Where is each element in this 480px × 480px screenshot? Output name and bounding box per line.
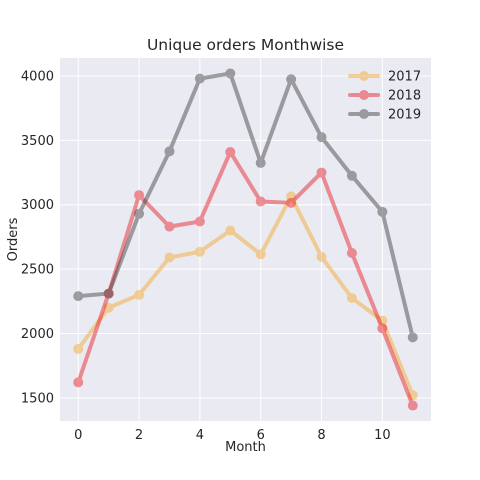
- data-point: [255, 196, 266, 207]
- data-point: [407, 390, 418, 401]
- data-point: [73, 343, 84, 354]
- y-tick-label: 1500: [21, 391, 54, 406]
- x-tick-label: 10: [374, 428, 391, 443]
- data-point: [73, 377, 84, 388]
- series-line: [76, 194, 415, 398]
- data-point: [346, 293, 357, 304]
- data-point: [346, 170, 357, 181]
- data-point: [103, 302, 114, 313]
- data-point: [164, 252, 175, 263]
- data-point: [164, 221, 175, 232]
- x-tick-label: 4: [196, 428, 204, 443]
- data-point: [103, 288, 114, 299]
- legend-swatch: [348, 109, 380, 119]
- y-tick-label: 2000: [21, 327, 54, 342]
- y-tick-label: 2500: [21, 263, 54, 278]
- data-point: [377, 315, 388, 326]
- data-point: [377, 206, 388, 217]
- data-point: [286, 74, 297, 85]
- data-point: [194, 216, 205, 227]
- data-point: [225, 146, 236, 157]
- legend-swatch: [348, 90, 380, 100]
- legend-item: 2017: [348, 70, 421, 85]
- legend-label: 2018: [388, 89, 421, 104]
- data-point: [164, 146, 175, 157]
- data-point: [225, 225, 236, 236]
- data-point: [286, 197, 297, 208]
- series-2017: [73, 191, 418, 401]
- data-point: [316, 251, 327, 262]
- data-point: [134, 289, 145, 300]
- data-point: [407, 332, 418, 343]
- series-line: [76, 71, 415, 340]
- x-tick-label: 6: [257, 428, 265, 443]
- y-tick-label: 4000: [21, 70, 54, 85]
- data-point: [346, 248, 357, 259]
- legend: 2017 2018 2019: [348, 70, 421, 123]
- plot-background: [60, 58, 431, 421]
- data-point: [316, 132, 327, 143]
- legend-label: 2017: [388, 70, 421, 85]
- x-tick-label: 2: [135, 428, 143, 443]
- data-point: [194, 246, 205, 257]
- legend-swatch: [348, 71, 380, 81]
- data-point: [103, 288, 114, 299]
- series-line: [76, 149, 415, 408]
- data-point: [377, 323, 388, 334]
- x-tick-label: 8: [317, 428, 325, 443]
- y-tick-label: 3500: [21, 134, 54, 149]
- x-axis-label: Month: [225, 440, 266, 455]
- data-point: [255, 249, 266, 260]
- y-axis-label: Orders: [6, 217, 21, 261]
- legend-item: 2018: [348, 89, 421, 104]
- data-point: [225, 68, 236, 79]
- x-tick-label: 0: [74, 428, 82, 443]
- data-point: [134, 190, 145, 201]
- data-point: [316, 167, 327, 178]
- data-point: [134, 208, 145, 219]
- tick-labels: 0 2 4 6 8 10 1500 2000 2500 3000 3500 4000: [21, 70, 391, 443]
- data-point: [286, 191, 297, 202]
- y-tick-label: 3000: [21, 198, 54, 213]
- data-point: [194, 73, 205, 84]
- series-2018: [73, 146, 418, 411]
- chart-title: Unique orders Monthwise: [147, 36, 344, 54]
- legend-item: 2019: [348, 108, 421, 123]
- grid: [60, 58, 431, 421]
- data-point: [407, 400, 418, 411]
- series-2019: [73, 68, 418, 343]
- data-point: [255, 157, 266, 168]
- series-layer: [73, 68, 418, 411]
- data-point: [73, 291, 84, 302]
- legend-label: 2019: [388, 108, 421, 123]
